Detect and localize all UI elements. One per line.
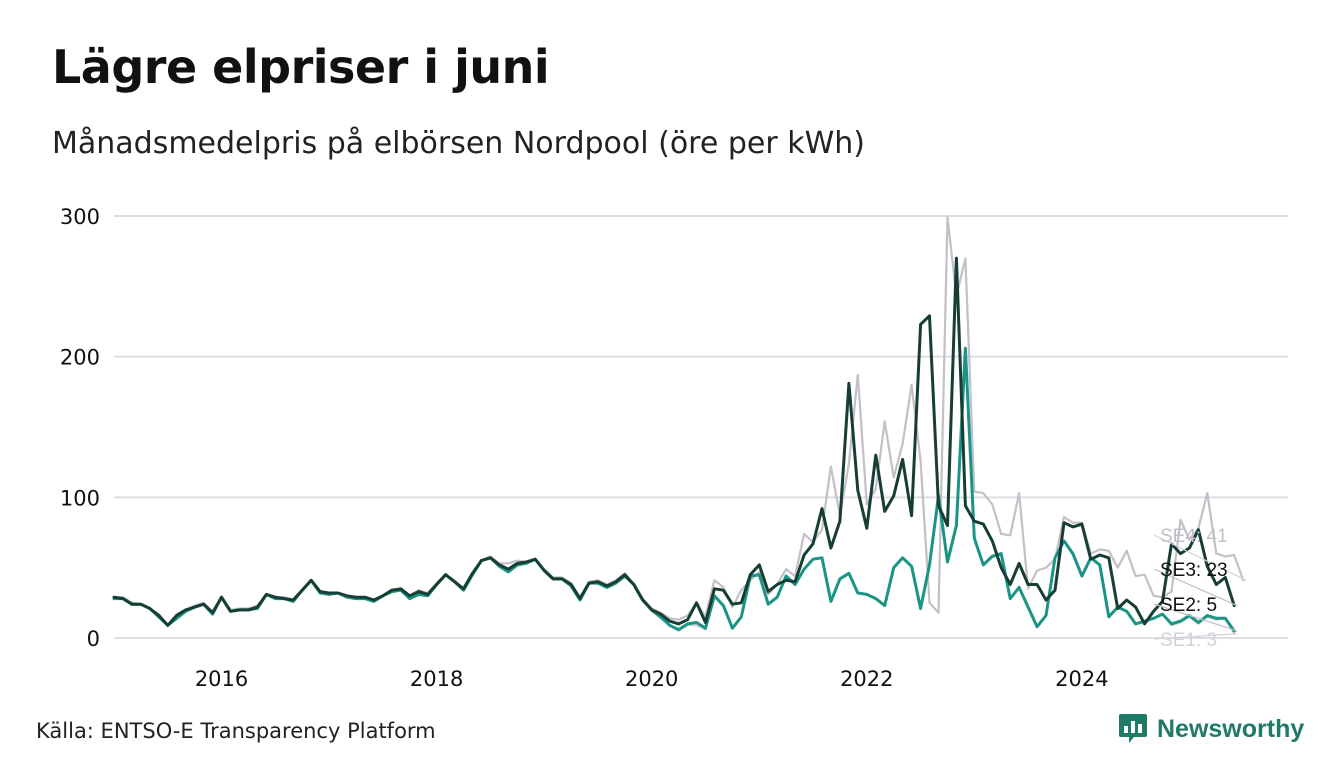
- end-label-se2: SE2: 5: [1160, 595, 1217, 616]
- y-tick-label: 100: [60, 486, 100, 510]
- gridlines: [114, 215, 1288, 639]
- x-tick-label: 2022: [840, 667, 893, 691]
- end-label-se3: SE3: 23: [1160, 560, 1228, 581]
- series-line-se3: [112, 256, 1236, 627]
- brand-name: Newsworthy: [1157, 714, 1305, 743]
- x-tick-label: 2018: [410, 667, 463, 691]
- source-note: Källa: ENTSO-E Transparency Platform: [36, 719, 436, 743]
- y-axis-ticks: 0 100 200 300: [60, 205, 100, 651]
- series-line-se4: [112, 216, 1245, 627]
- x-axis-ticks: 2016 2018 2020 2022 2024: [195, 667, 1109, 691]
- leader-line-se1: [1153, 633, 1238, 640]
- leader-line-se4: [1153, 534, 1247, 581]
- leader-line-se2: [1153, 603, 1238, 632]
- x-tick-label: 2024: [1055, 667, 1108, 691]
- y-tick-label: 0: [87, 627, 100, 651]
- y-tick-label: 200: [60, 346, 100, 370]
- series-line-se1: [113, 347, 1236, 635]
- end-labels: SE4: 41 SE3: 23 SE2: 5 SE1: 3: [1153, 526, 1247, 651]
- series-lines: [112, 216, 1245, 635]
- newsworthy-logo-icon: [1119, 714, 1147, 743]
- chart-title: Lägre elpriser i juni: [52, 40, 550, 94]
- brand-logo: Newsworthy: [1118, 713, 1304, 745]
- end-label-se4: SE4: 41: [1160, 526, 1228, 547]
- y-tick-label: 300: [60, 205, 100, 229]
- series-line-se2: [112, 346, 1236, 633]
- x-tick-label: 2016: [195, 667, 248, 691]
- x-tick-label: 2020: [625, 667, 678, 691]
- end-label-se1: SE1: 3: [1160, 630, 1217, 651]
- leader-line-se3: [1153, 568, 1238, 607]
- chart-subtitle: Månadsmedelpris på elbörsen Nordpool (ör…: [52, 126, 865, 161]
